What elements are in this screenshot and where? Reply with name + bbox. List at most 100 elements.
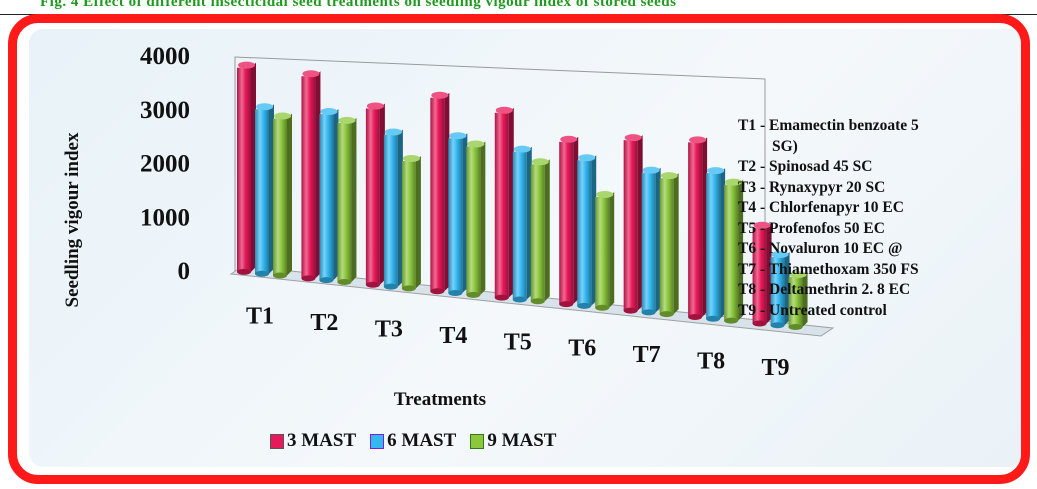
bar-top-cap [320,108,338,116]
bar-side [526,146,532,300]
bar-t2-6-mast [319,114,334,281]
bar-top-cap [578,154,596,162]
legend-item-6-mast: 6 MAST [370,430,456,452]
bar-top-cap [660,172,678,180]
bar-top-cap [771,250,789,258]
bar-t7-9-mast [659,178,674,315]
x-tick-label: T6 [568,336,596,362]
y-tick-label: 1000 [140,204,190,231]
bar-top-cap [689,136,707,144]
bar-side [462,133,468,294]
bar-t8-9-mast [724,184,739,321]
bar-side [802,272,808,328]
bar-t5-3-mast [494,112,509,298]
bar-bottom-cap [365,281,380,288]
x-tick-label: T3 [375,316,403,342]
bar-t7-6-mast [641,172,656,313]
bar-bottom-cap [688,314,703,321]
bar-t6-3-mast [559,141,574,305]
y-axis-title: Seedling vigour index [62,132,83,307]
treatment-legend-entry: T1 - Emamectin benzoate 5 [738,117,919,134]
x-tick-label: T2 [310,310,338,336]
bar-bottom-cap [770,322,785,329]
bar-t3-9-mast [401,161,416,289]
bar-t9-6-mast [770,256,785,326]
bar-side [766,222,772,324]
bar-bottom-cap [724,317,739,324]
bar-top-cap [753,221,771,229]
bar-top-cap [642,166,660,174]
y-tick-label: 0 [178,258,191,285]
bar-side [573,136,579,305]
bar-bottom-cap [623,307,638,314]
bar-top-cap [449,132,467,140]
bar-bottom-cap [788,324,803,331]
bar-bottom-cap [319,277,334,284]
bar-side [351,117,357,282]
bar-side [333,109,339,281]
treatment-legend-entry: T2 - Spinosad 45 SC [738,158,873,175]
bar-t4-9-mast [466,146,481,295]
treatment-legend-entry: SG) [772,137,798,155]
treatment-legend-entry: T4 - Chlorfenapyr 10 EC [738,199,904,216]
figure-caption: Fig. 4 Effect of different insecticidal … [40,0,677,10]
x-tick-label: T9 [762,355,790,381]
bar-bottom-cap [706,315,721,322]
x-tick-label: T4 [439,323,467,349]
bar-t5-6-mast [512,151,527,300]
bar-top-cap [366,102,384,110]
treatment-legend-entry: T9 - Untreated control [738,301,887,319]
treatment-legend-entry: T3 - Rynaxypyr 20 SC [738,178,886,196]
x-tick-label: T8 [697,349,725,375]
treatment-legend-entry: T5 - Profenofos 50 EC [738,219,885,237]
bar-side [251,62,256,272]
bar-top-cap [725,178,743,186]
y-tick-label: 2000 [140,151,190,178]
bar-side [315,71,321,279]
bar-bottom-cap [337,278,352,285]
bar-side [379,103,385,285]
treatment-legend-entry: T8 - Deltamethrin 2. 8 EC [738,281,911,298]
bar-top-cap [707,167,725,175]
bar-bottom-cap [401,285,416,292]
bar-bottom-cap [595,304,610,311]
bar-bottom-cap [752,320,767,327]
bar-t4-3-mast [430,97,445,292]
legend-label-6-mast: 6 MAST [387,430,457,451]
bar-top-cap [513,145,531,153]
bar-side [720,168,726,319]
bar-bottom-cap [255,270,269,277]
bar-t6-9-mast [595,196,610,308]
bar-side [784,251,790,326]
legend-item-9-mast: 9 MAST [470,430,556,452]
bar-top-cap [531,158,549,166]
bar-side [444,92,450,292]
bar-side [415,156,421,289]
bar-bottom-cap [512,296,527,303]
legend-swatch-9-mast [470,433,485,449]
treatments-legend: T1 - Emamectin benzoate 5 SG) T2 - Spino… [738,116,1028,321]
y-tick-label: 4000 [140,43,190,70]
bar-side [673,173,679,315]
bar-bottom-cap [577,302,592,309]
bar-top-cap [596,190,614,198]
bar-t3-3-mast [365,108,380,285]
bar-top-cap [467,140,485,148]
bar-t5-9-mast [530,164,545,302]
bar-side [591,155,597,306]
bar-t8-6-mast [706,173,721,319]
bar-top-cap [789,271,807,279]
bar-top-cap [402,155,420,163]
bar-bottom-cap [659,311,674,318]
bar-top-cap [256,103,273,111]
bar-t4-6-mast [448,138,463,294]
legend-label-3-mast: 3 MAST [287,430,357,451]
bar-t1-9-mast [273,118,287,276]
bar-top-cap [338,116,356,124]
bar-t2-9-mast [337,122,352,282]
bar-t9-3-mast [752,227,767,324]
bar-top-cap [624,134,642,142]
x-tick-label: T7 [633,342,661,368]
bar-bottom-cap [273,272,287,279]
